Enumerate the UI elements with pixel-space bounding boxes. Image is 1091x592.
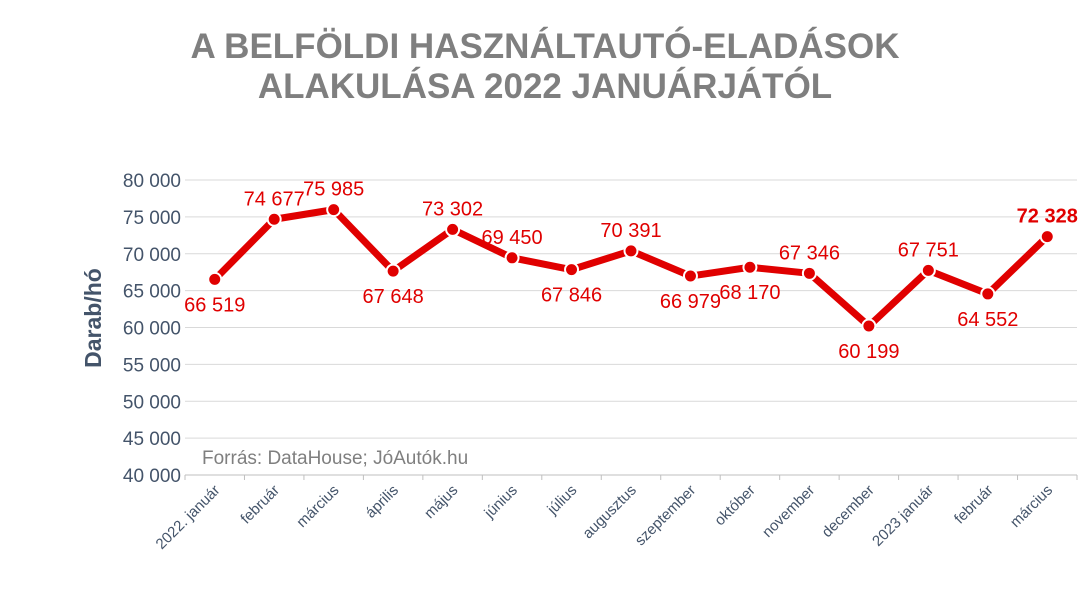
x-tick-label: 2022. január <box>153 482 224 553</box>
data-label: 69 450 <box>481 227 542 249</box>
data-point <box>266 211 282 227</box>
data-label: 70 391 <box>600 220 661 242</box>
x-tick-label: március <box>1007 482 1056 531</box>
data-point <box>564 262 580 278</box>
x-tick-label: október <box>711 482 758 529</box>
data-label: 60 199 <box>838 341 899 363</box>
x-tick-label: március <box>293 482 342 531</box>
data-point <box>742 259 758 275</box>
y-axis-ticks: 80 000 75 000 70 000 65 000 60 000 55 000 50 0… <box>123 171 181 487</box>
x-tick-label: 2023 január <box>869 482 937 550</box>
data-label: 68 170 <box>719 282 780 304</box>
x-tick-label: február <box>951 482 997 528</box>
data-label: 67 846 <box>541 285 602 307</box>
y-tick-label: 45 000 <box>123 429 181 450</box>
x-tick-label: április <box>362 482 402 522</box>
data-point <box>504 250 520 266</box>
y-tick-label: 50 000 <box>123 392 181 413</box>
data-point <box>1039 229 1055 245</box>
data-label: 74 677 <box>244 188 305 210</box>
y-tick-label: 60 000 <box>123 319 181 340</box>
x-tick-label: augusztus <box>579 482 639 542</box>
data-point <box>207 271 223 287</box>
data-point <box>445 221 461 237</box>
data-point <box>980 286 996 302</box>
data-label: 75 985 <box>303 179 364 201</box>
source-note: Forrás: DataHouse; JóAutók.hu <box>202 448 468 469</box>
data-label: 67 648 <box>363 286 424 308</box>
y-tick-label: 65 000 <box>123 282 181 303</box>
data-point <box>682 268 698 284</box>
y-tick-label: 75 000 <box>123 208 181 229</box>
data-label: 73 302 <box>422 198 483 220</box>
y-axis-label: Darab/hó <box>80 268 106 368</box>
data-label: 67 346 <box>779 242 840 264</box>
chart-title-line-2: ALAKULÁSA 2022 JANUÁRJÁTÓL <box>258 66 832 106</box>
x-tick-label: november <box>759 482 818 541</box>
y-tick-label: 55 000 <box>123 355 181 376</box>
series-line-group <box>207 202 1055 334</box>
x-tick-label: december <box>819 482 878 541</box>
data-label: 67 751 <box>898 239 959 261</box>
chart-title: A BELFÖLDI HASZNÁLTAUTÓ-ELADÁSOK ALAKULÁ… <box>190 26 899 106</box>
chart-title-line-1: A BELFÖLDI HASZNÁLTAUTÓ-ELADÁSOK <box>190 26 899 66</box>
data-label: 66 519 <box>184 294 245 316</box>
data-label: 66 979 <box>660 291 721 313</box>
data-label: 64 552 <box>957 309 1018 331</box>
x-tick-label: május <box>421 482 461 522</box>
y-tick-label: 80 000 <box>123 171 181 192</box>
y-tick-label: 40 000 <box>123 466 181 487</box>
data-point <box>326 202 342 218</box>
x-tick-label: február <box>237 482 283 528</box>
x-tick-label: július <box>543 482 580 519</box>
data-label: 72 328 <box>1017 206 1078 228</box>
data-point <box>920 262 936 278</box>
data-point <box>801 265 817 281</box>
data-point <box>385 263 401 279</box>
y-tick-label: 70 000 <box>123 245 181 266</box>
data-point <box>623 243 639 259</box>
x-tick-label: szeptember <box>632 482 699 549</box>
x-tick-label: június <box>480 482 520 522</box>
data-point <box>861 318 877 334</box>
x-axis-ticks: 2022. január február március április május jú… <box>153 475 1078 553</box>
